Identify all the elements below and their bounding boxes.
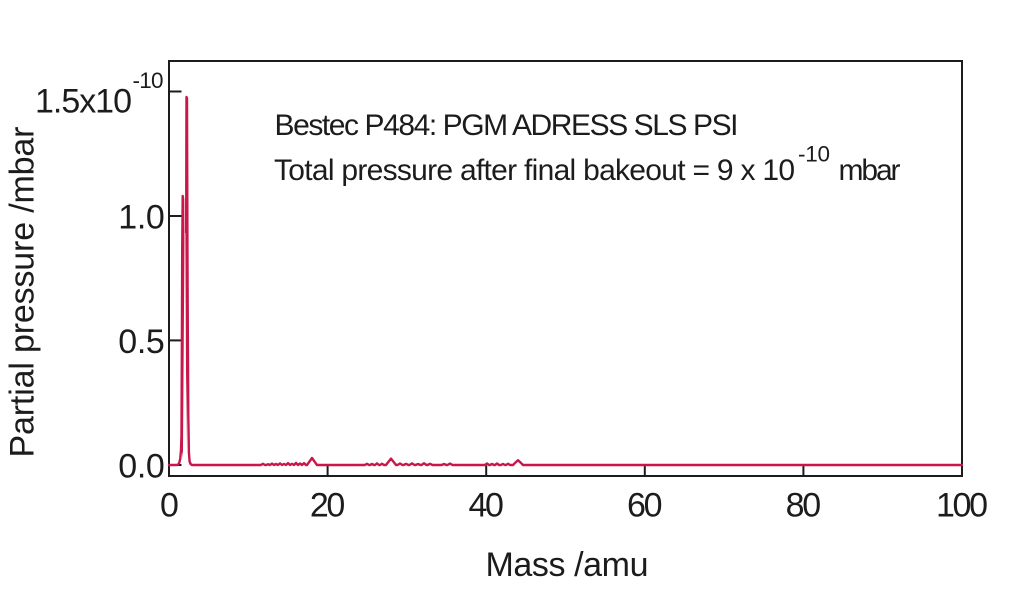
svg-text:Mass /amu: Mass /amu: [486, 546, 649, 584]
svg-text:0: 0: [160, 486, 179, 524]
svg-text:100: 100: [936, 486, 988, 524]
svg-text:-10: -10: [133, 68, 164, 93]
svg-text:1.5x10: 1.5x10: [35, 82, 132, 120]
svg-text:-10: -10: [798, 142, 830, 167]
svg-text:80: 80: [786, 486, 822, 524]
svg-text:60: 60: [627, 486, 663, 524]
svg-text:0.0: 0.0: [118, 447, 165, 485]
svg-text:20: 20: [310, 486, 346, 524]
svg-text:40: 40: [468, 486, 504, 524]
svg-text:1.0: 1.0: [118, 199, 165, 237]
svg-text:0.5: 0.5: [118, 323, 165, 361]
svg-text:Partial pressure /mbar: Partial pressure /mbar: [4, 127, 42, 458]
svg-text:Bestec P484: PGM ADRESS SLS PS: Bestec P484: PGM ADRESS SLS PSI: [275, 109, 739, 142]
svg-text:mbar: mbar: [839, 154, 901, 187]
svg-text:Total pressure after final bak: Total pressure after final bakeout = 9 x…: [274, 154, 795, 187]
